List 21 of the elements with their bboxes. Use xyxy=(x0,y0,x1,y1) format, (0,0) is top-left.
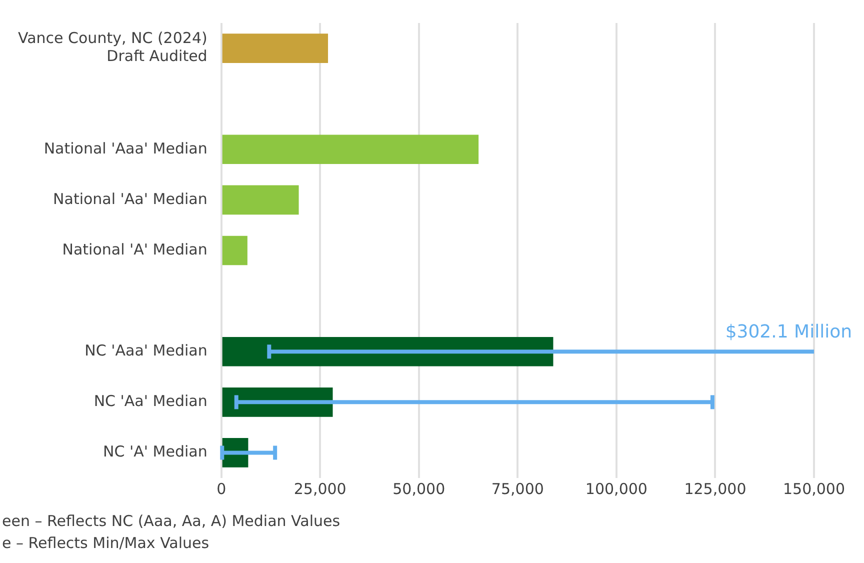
bar xyxy=(222,134,479,164)
y-tick-label: National 'Aa' Median xyxy=(53,190,208,208)
x-tick-label: 50,000 xyxy=(392,480,446,498)
bar xyxy=(222,236,248,266)
bar xyxy=(222,185,299,215)
x-tick-label: 25,000 xyxy=(294,480,346,498)
text: een – Reflects NC (Aaa, Aa, A) Median Values xyxy=(2,511,342,532)
y-tick-label: NC 'A' Median xyxy=(103,442,208,461)
text: e – Reflects Min/Max Values xyxy=(2,533,210,554)
x-tick-label: 75,000 xyxy=(491,480,544,498)
x-tick-label: 125,000 xyxy=(684,480,746,498)
y-tick-label: National 'Aaa' Median xyxy=(44,139,208,158)
y-tick-label: NC 'Aa' Median xyxy=(94,392,208,410)
bar xyxy=(222,34,328,63)
y-tick-label: NC 'Aaa' Median xyxy=(84,342,208,360)
y-tick-label: National 'A' Median xyxy=(62,240,208,258)
x-tick-label: 0 xyxy=(216,480,226,498)
y-tick-label: Vance County, NC (2024) Draft Audited xyxy=(18,29,208,66)
x-tick-label: 100,000 xyxy=(585,480,648,498)
annotation: $302.1 Million xyxy=(725,321,852,342)
x-tick-label: 150,000 xyxy=(782,480,846,498)
